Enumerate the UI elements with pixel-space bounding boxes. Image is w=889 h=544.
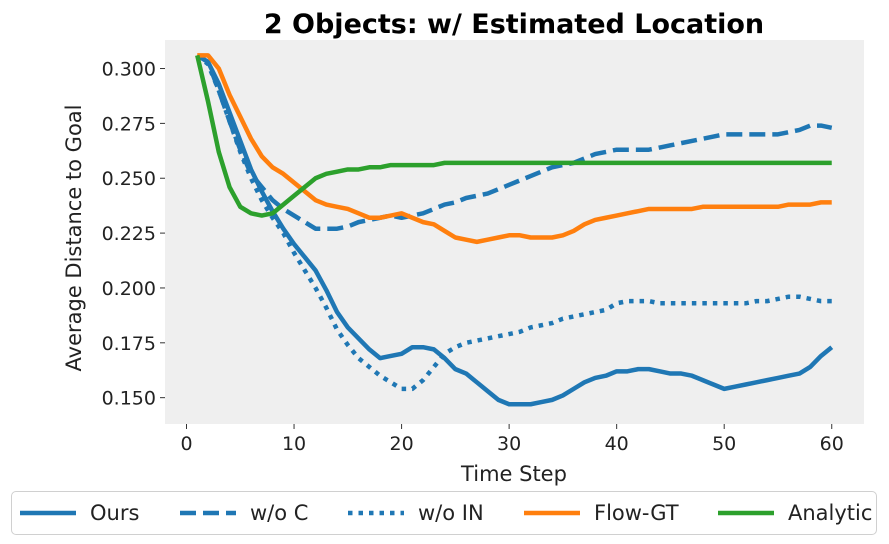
legend-swatch-wo-c <box>180 510 236 516</box>
legend-label-wo-in: w/o IN <box>418 501 484 525</box>
x-axis-label: Time Step <box>460 462 567 486</box>
legend-item-wo-c: w/o C <box>180 492 308 534</box>
legend-item-analytic: Analytic <box>718 492 872 534</box>
legend-swatch-ours <box>20 510 76 516</box>
x-tick-label: 0 <box>180 433 192 455</box>
y-tick-label: 0.275 <box>102 113 156 135</box>
y-axis-label: Average Distance to Goal <box>62 105 86 372</box>
legend-swatch-flow-gt <box>524 510 580 516</box>
chart-title: 2 Objects: w/ Estimated Location <box>264 9 764 40</box>
series-line-w-o-c <box>196 53 833 231</box>
legend-label-flow-gt: Flow-GT <box>594 501 679 525</box>
legend-label-analytic: Analytic <box>788 501 873 525</box>
y-tick-label: 0.250 <box>102 168 156 190</box>
legend-label-ours: Ours <box>90 501 140 525</box>
y-tick-label: 0.225 <box>102 223 156 245</box>
x-tick-label: 30 <box>497 433 521 455</box>
y-tick-label: 0.200 <box>102 278 156 300</box>
legend-swatch-wo-in <box>348 510 404 516</box>
legend-label-wo-c: w/o C <box>250 501 309 525</box>
series-line-ours <box>196 53 834 407</box>
x-tick-label: 10 <box>282 433 306 455</box>
legend: Ours w/o C w/o IN Flow-GT Analytic <box>11 491 877 535</box>
series-line-analytic <box>195 54 832 218</box>
x-tick-label: 20 <box>389 433 413 455</box>
series-line-w-o-in <box>195 53 832 392</box>
legend-swatch-analytic <box>718 510 774 516</box>
x-tick-label: 40 <box>605 433 629 455</box>
legend-item-wo-in: w/o IN <box>348 492 484 534</box>
x-tick-label: 60 <box>820 433 844 455</box>
legend-item-ours: Ours <box>20 492 139 534</box>
y-tick-label: 0.300 <box>102 59 156 81</box>
x-tick-label: 50 <box>712 433 736 455</box>
plot-area <box>165 40 864 424</box>
y-tick-label: 0.175 <box>102 333 156 355</box>
y-tick-label: 0.150 <box>102 388 156 410</box>
legend-item-flow-gt: Flow-GT <box>524 492 679 534</box>
